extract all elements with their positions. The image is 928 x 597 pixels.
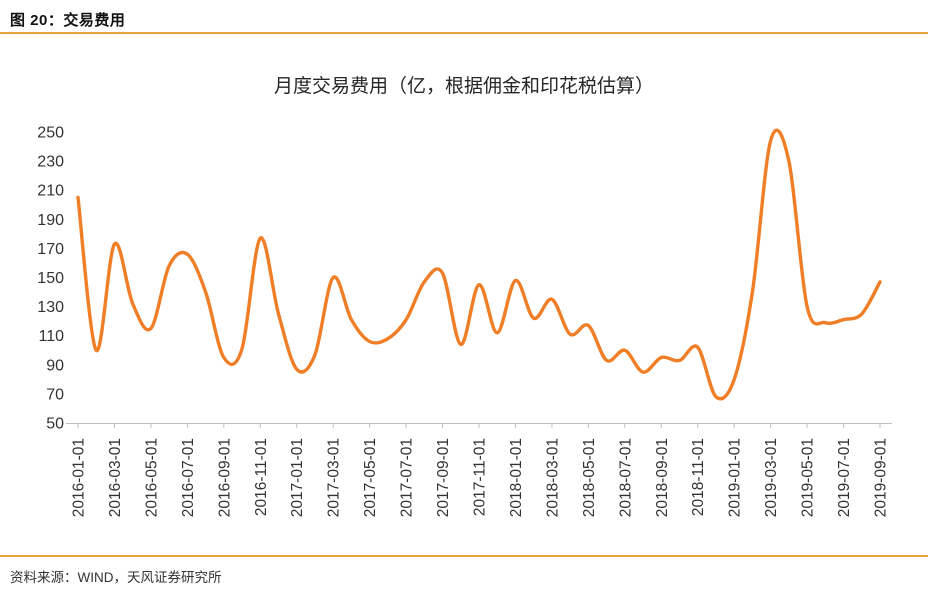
x-tick-label: 2016-05-01 <box>143 438 160 517</box>
x-tick-label: 2018-09-01 <box>654 438 671 517</box>
figure-caption: 图 20：交易费用 <box>10 12 126 29</box>
y-tick-label: 250 <box>37 125 64 142</box>
x-tick-label: 2016-01-01 <box>71 438 88 517</box>
x-tick-label: 2016-09-01 <box>216 438 233 517</box>
y-tick-label: 190 <box>37 212 64 229</box>
x-tick-label: 2018-11-01 <box>690 438 707 516</box>
x-tick-label: 2018-03-01 <box>544 438 561 517</box>
x-tick-label: 2019-05-01 <box>800 438 817 517</box>
x-tick-label: 2017-05-01 <box>362 438 379 517</box>
y-tick-label: 150 <box>37 270 64 287</box>
x-tick-label: 2019-01-01 <box>727 438 744 517</box>
y-tick-label: 50 <box>46 416 64 433</box>
y-tick-label: 70 <box>46 386 64 403</box>
x-tick-label: 2018-01-01 <box>508 438 525 517</box>
chart-title: 月度交易费用（亿，根据佣金和印花税估算） <box>273 76 654 97</box>
y-tick-label: 230 <box>37 154 64 171</box>
source-note: 资料来源：WIND，天风证券研究所 <box>10 570 222 585</box>
y-tick-label: 110 <box>38 328 64 345</box>
x-tick-label: 2017-07-01 <box>399 438 416 517</box>
y-tick-label: 90 <box>46 357 64 374</box>
fee-line-series <box>76 128 882 401</box>
top-divider <box>0 32 928 34</box>
x-tick-label: 2016-11-01 <box>253 438 270 516</box>
y-tick-label: 170 <box>37 241 64 258</box>
x-tick-label: 2018-05-01 <box>581 438 598 517</box>
x-tick-label: 2017-11-01 <box>472 438 489 516</box>
x-tick-label: 2019-09-01 <box>873 438 890 517</box>
bottom-divider <box>0 555 928 557</box>
x-tick-label: 2018-07-01 <box>617 438 634 517</box>
x-tick-label: 2016-07-01 <box>180 438 197 517</box>
x-tick-label: 2019-03-01 <box>763 438 780 517</box>
x-tick-label: 2017-01-01 <box>289 438 306 517</box>
x-tick-label: 2016-03-01 <box>107 438 124 517</box>
y-tick-label: 210 <box>37 183 64 200</box>
y-tick-label: 130 <box>37 299 64 316</box>
x-tick-label: 2019-07-01 <box>836 438 853 517</box>
x-tick-label: 2017-03-01 <box>326 438 343 517</box>
x-tick-label: 2017-09-01 <box>435 438 452 517</box>
